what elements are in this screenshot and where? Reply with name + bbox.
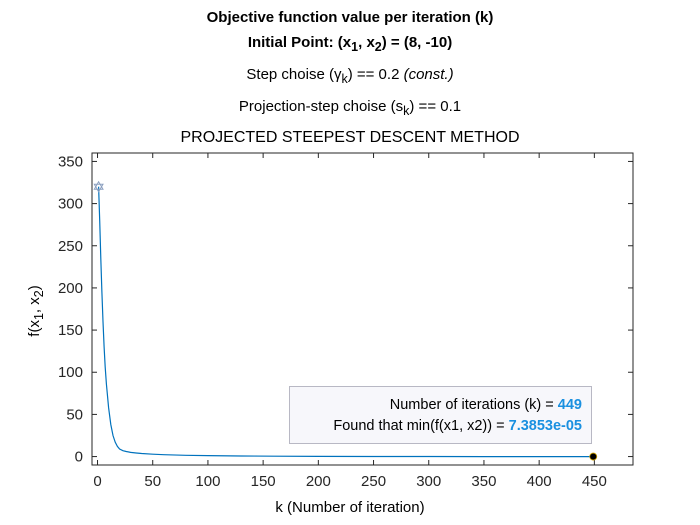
y-tick-label: 350: [58, 153, 83, 170]
title-line-4: Projection-step choise (sk) == 0.1: [238, 98, 462, 118]
y-axis-label: f(x1, x2): [26, 285, 46, 337]
annotation-box: Number of iterations (k) = 449 Found tha…: [289, 386, 592, 444]
series-line: [98, 186, 594, 458]
minimum-value: 7.3853e-05: [508, 418, 582, 434]
y-tick-label: 100: [58, 364, 83, 381]
x-tick-label: 450: [582, 473, 607, 490]
start-point-marker-inner: [93, 183, 104, 193]
x-tick-label: 350: [471, 473, 496, 490]
y-tick-label: 150: [58, 322, 83, 339]
y-tick-label: 0: [75, 449, 83, 466]
title-line-3: Step choise (γk) == 0.2 (const.): [246, 66, 454, 86]
y-tick-label: 200: [58, 280, 83, 297]
chart-title: PROJECTED STEEPEST DESCENT METHOD: [180, 129, 520, 146]
annotation-line-iterations: Number of iterations (k) = 449: [389, 397, 582, 413]
markers: [93, 180, 598, 461]
x-tick-label: 50: [144, 473, 161, 490]
x-tick-label: 100: [195, 473, 220, 490]
x-tick-label: 250: [361, 473, 386, 490]
title-line-1: Objective function value per iteration (…: [206, 9, 494, 26]
y-tick-label: 250: [58, 238, 83, 255]
x-tick-label: 0: [93, 473, 101, 490]
iterations-value: 449: [557, 397, 582, 413]
x-tick-label: 400: [527, 473, 552, 490]
y-tick-label: 50: [66, 406, 83, 423]
title-line-2: Initial Point: (x1, x2) = (8, -10): [247, 34, 453, 54]
x-tick-label: 200: [306, 473, 331, 490]
y-tick-label: 300: [58, 196, 83, 213]
x-axis-label: k (Number of iteration): [275, 499, 425, 516]
end-point-marker: [589, 452, 598, 461]
axis-ticks: 0 50 100 150 200 250 300 350 400 450 0 50 100 150 200 2…: [58, 153, 633, 490]
annotation-line-minimum: Found that min(f(x1, x2)) = 7.3853e-05: [333, 418, 582, 434]
x-tick-label: 300: [416, 473, 441, 490]
x-tick-label: 150: [251, 473, 276, 490]
start-point-marker: [93, 180, 104, 190]
